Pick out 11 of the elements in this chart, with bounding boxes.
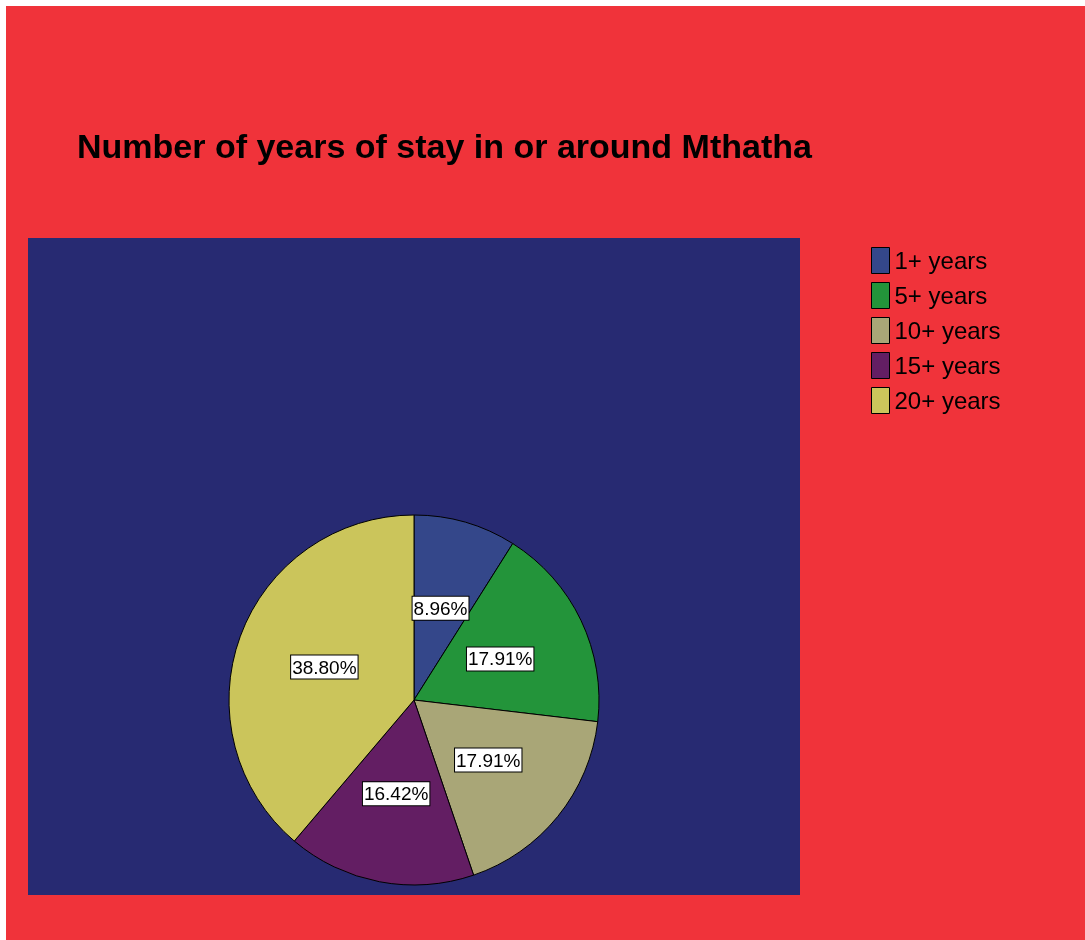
data-label: 17.91% xyxy=(467,648,533,670)
data-label: 16.42% xyxy=(363,783,429,805)
legend-label: 1+ years xyxy=(894,247,988,274)
legend-label: 20+ years xyxy=(894,387,1001,414)
legend-label: 5+ years xyxy=(894,282,988,309)
legend-label: 15+ years xyxy=(894,352,1001,379)
data-label: 8.96% xyxy=(413,597,468,619)
data-label: 17.91% xyxy=(456,749,521,771)
chart-title: Number of years of stay in or around Mthatha xyxy=(77,127,813,165)
legend-label: 10+ years xyxy=(894,317,1001,344)
data-label: 38.80% xyxy=(292,656,357,678)
